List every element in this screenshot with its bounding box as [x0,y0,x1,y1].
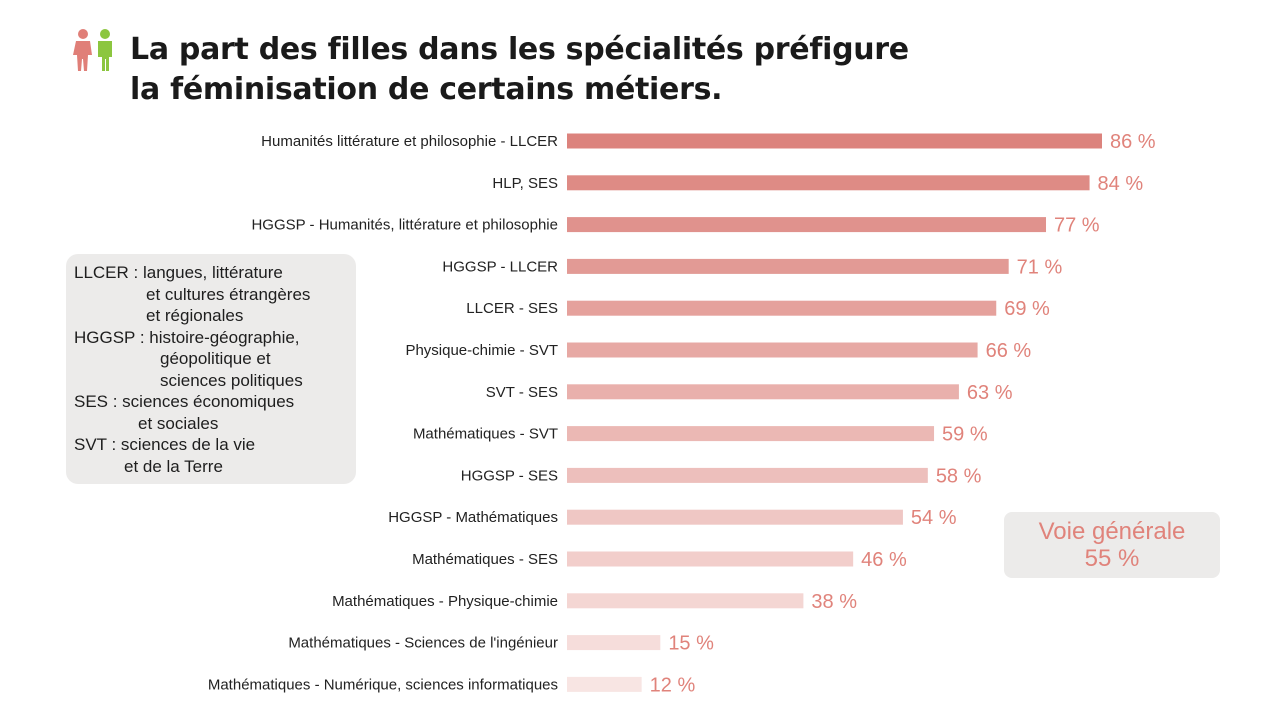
legend-line: et régionales [146,306,244,325]
summary-box: Voie générale 55 % [1004,512,1220,578]
legend-line: et sociales [138,413,219,433]
category-label: Mathématiques - Physique-chimie [332,593,558,610]
bar [567,676,642,692]
title-line-1: La part des filles dans les spécialités … [130,32,909,67]
category-label: Mathématiques - SES [412,551,558,568]
legend-line: et de la Terre [124,456,223,476]
category-label: Physique-chimie - SVT [405,342,558,359]
value-label: 84 % [1098,173,1144,195]
bar [567,300,997,316]
value-label: 66 % [986,340,1032,362]
value-label: 54 % [911,507,957,529]
value-label: 59 % [942,424,988,446]
legend-line: SES : sciences économiques [74,392,295,411]
value-label: 71 % [1017,256,1063,278]
legend-line: SVT : sciences de la vie [74,435,256,454]
value-label: 63 % [967,382,1013,404]
legend-line: géopolitique et [160,349,271,368]
value-label: 38 % [811,591,857,613]
legend-line: sciences politiques [160,370,303,390]
abbreviation-legend: LLCER : langues, littérature et cultures … [66,254,356,484]
category-label: HGGSP - SES [461,467,558,484]
category-label: Mathématiques - SVT [413,426,558,443]
category-label: Mathématiques - Numérique, sciences info… [208,676,558,693]
category-label: SVT - SES [486,384,558,401]
title-line-2: la féminisation de certains métiers. [130,72,723,107]
chart-title: La part des filles dans les spécialités … [130,30,1030,110]
value-label: 12 % [650,674,696,696]
value-label: 58 % [936,465,982,487]
bar [567,258,1009,274]
legend-line: et cultures étrangères [146,284,311,304]
bar [567,175,1090,191]
value-label: 77 % [1054,215,1100,237]
category-label: HGGSP - Humanités, littérature et philos… [251,217,558,234]
category-label: Humanités littérature et philosophie - L… [261,133,558,150]
summary-value: 55 % [1084,545,1140,572]
bar [567,133,1102,149]
bar [567,217,1047,233]
value-label: 46 % [861,549,907,571]
value-label: 15 % [668,633,714,655]
category-label: HGGSP - LLCER [442,258,558,275]
legend-line: LLCER : langues, littérature [74,263,283,282]
bar [567,593,804,609]
category-label: HLP, SES [492,175,558,192]
value-label: 86 % [1110,131,1156,153]
category-label: HGGSP - Mathématiques [388,509,558,526]
bar [567,635,661,651]
bar [567,467,928,483]
people-icon [73,29,112,71]
category-label: LLCER - SES [466,300,558,317]
category-label: Mathématiques - Sciences de l'ingénieur [288,635,558,652]
value-label: 69 % [1004,298,1050,320]
bar [567,426,935,442]
summary-label: Voie générale [1038,518,1186,545]
bar [567,384,959,400]
bar [567,551,854,567]
legend-line: HGGSP : histoire-géographie, [74,327,300,347]
bar [567,342,978,358]
bar [567,509,903,525]
